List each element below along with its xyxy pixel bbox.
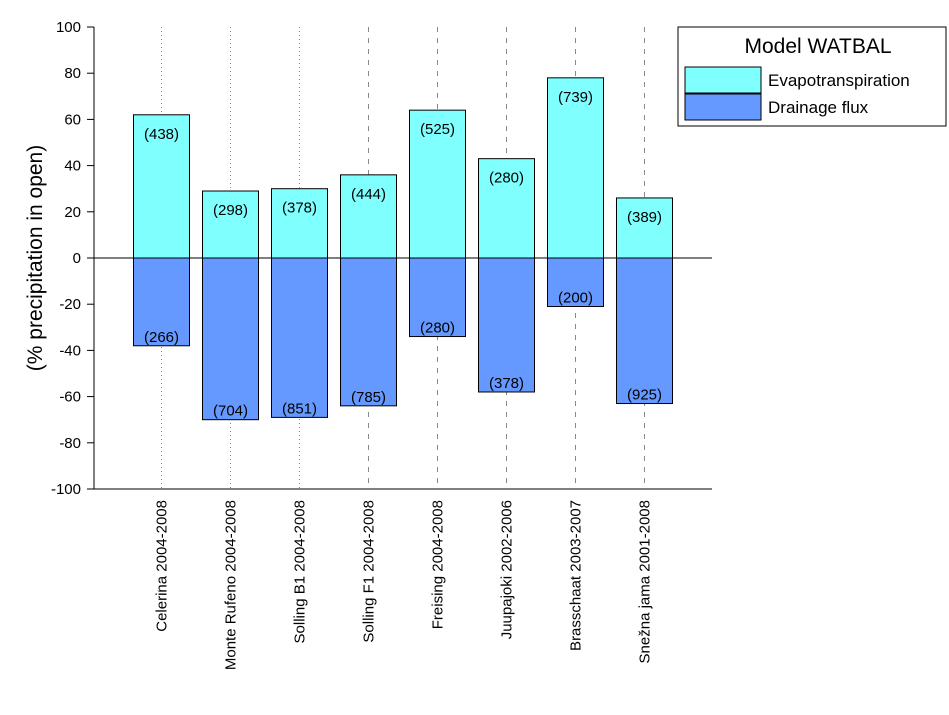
y-axis: 100 80 60 40 20 0 -20 -40 -60 -80 -100 bbox=[51, 19, 95, 498]
drainage-flux-bar bbox=[616, 257, 673, 405]
evapotranspiration-data-label: (389) bbox=[627, 209, 662, 226]
drainage-flux-bar bbox=[478, 257, 535, 393]
evapotranspiration-bar bbox=[271, 188, 328, 259]
evapotranspiration-data-label: (378) bbox=[282, 200, 317, 217]
evapotranspiration-data-label: (438) bbox=[144, 126, 179, 143]
y-tick-label: -80 bbox=[59, 435, 81, 452]
legend: Model WATBAL Evapotranspiration Drainage… bbox=[677, 26, 947, 127]
legend-swatch-evapotranspiration bbox=[684, 66, 762, 94]
evapotranspiration-bar bbox=[202, 190, 259, 259]
legend-label-drainage-flux: Drainage flux bbox=[768, 98, 869, 117]
y-tick-label: 100 bbox=[56, 19, 81, 36]
drainage-flux-data-label: (280) bbox=[420, 320, 455, 337]
y-tick-label: -100 bbox=[51, 481, 81, 498]
drainage-flux-data-label: (925) bbox=[627, 387, 662, 404]
drainage-flux-bar bbox=[409, 257, 466, 338]
legend-title: Model WATBAL bbox=[744, 35, 891, 58]
evapotranspiration-bar bbox=[478, 158, 535, 259]
evapotranspiration-bar bbox=[340, 174, 397, 259]
x-tick-label: Freising 2004-2008 bbox=[430, 500, 447, 629]
y-tick-label: 60 bbox=[64, 111, 81, 128]
evapotranspiration-bar bbox=[547, 77, 604, 259]
drainage-flux-bar bbox=[133, 257, 190, 347]
y-tick-label: -60 bbox=[59, 389, 81, 406]
bar-labels: (438) (298) (378) (444) (525) (280) (739) (389)… bbox=[144, 89, 662, 420]
y-tick-label: -20 bbox=[59, 296, 81, 313]
drainage-flux-data-label: (200) bbox=[558, 290, 593, 307]
evapotranspiration-data-label: (444) bbox=[351, 186, 386, 203]
evapotranspiration-data-label: (298) bbox=[213, 202, 248, 219]
evapotranspiration-data-label: (739) bbox=[558, 89, 593, 106]
y-axis-title: (% precipitation in open) bbox=[24, 145, 47, 371]
y-tick-label: 40 bbox=[64, 158, 81, 175]
x-tick-label: Snežna jama 2001-2008 bbox=[637, 500, 654, 663]
drainage-flux-bar bbox=[202, 257, 259, 421]
x-axis-labels: Celerina 2004-2008 Monte Rufeno 2004-2008… bbox=[94, 488, 712, 670]
evapotranspiration-data-label: (525) bbox=[420, 121, 455, 138]
y-tick-label: 0 bbox=[73, 250, 81, 267]
drainage-flux-bar bbox=[340, 257, 397, 407]
x-tick-label: Juupajoki 2002-2006 bbox=[499, 500, 516, 639]
drainage-flux-data-label: (785) bbox=[351, 389, 386, 406]
x-tick-label: Brasschaat 2003-2007 bbox=[568, 500, 585, 651]
y-tick-label: 20 bbox=[64, 204, 81, 221]
y-tick-label: 80 bbox=[64, 65, 81, 82]
x-tick-label: Celerina 2004-2008 bbox=[154, 500, 171, 632]
x-tick-label: Solling B1 2004-2008 bbox=[292, 500, 309, 643]
drainage-flux-data-label: (266) bbox=[144, 329, 179, 346]
legend-label-evapotranspiration: Evapotranspiration bbox=[768, 71, 910, 90]
drainage-flux-bar bbox=[271, 257, 328, 418]
evapotranspiration-bar bbox=[616, 197, 673, 259]
x-tick-label: Solling F1 2004-2008 bbox=[361, 500, 378, 643]
drainage-flux-bar bbox=[547, 257, 604, 308]
evapotranspiration-data-label: (280) bbox=[489, 170, 524, 187]
y-tick-label: -40 bbox=[59, 342, 81, 359]
legend-swatch-drainage-flux bbox=[684, 93, 762, 121]
drainage-flux-data-label: (851) bbox=[282, 400, 317, 417]
drainage-flux-data-label: (378) bbox=[489, 375, 524, 392]
evapotranspiration-bar bbox=[409, 109, 466, 259]
drainage-flux-data-label: (704) bbox=[213, 403, 248, 420]
x-tick-label: Monte Rufeno 2004-2008 bbox=[223, 500, 240, 670]
bars bbox=[133, 77, 673, 421]
